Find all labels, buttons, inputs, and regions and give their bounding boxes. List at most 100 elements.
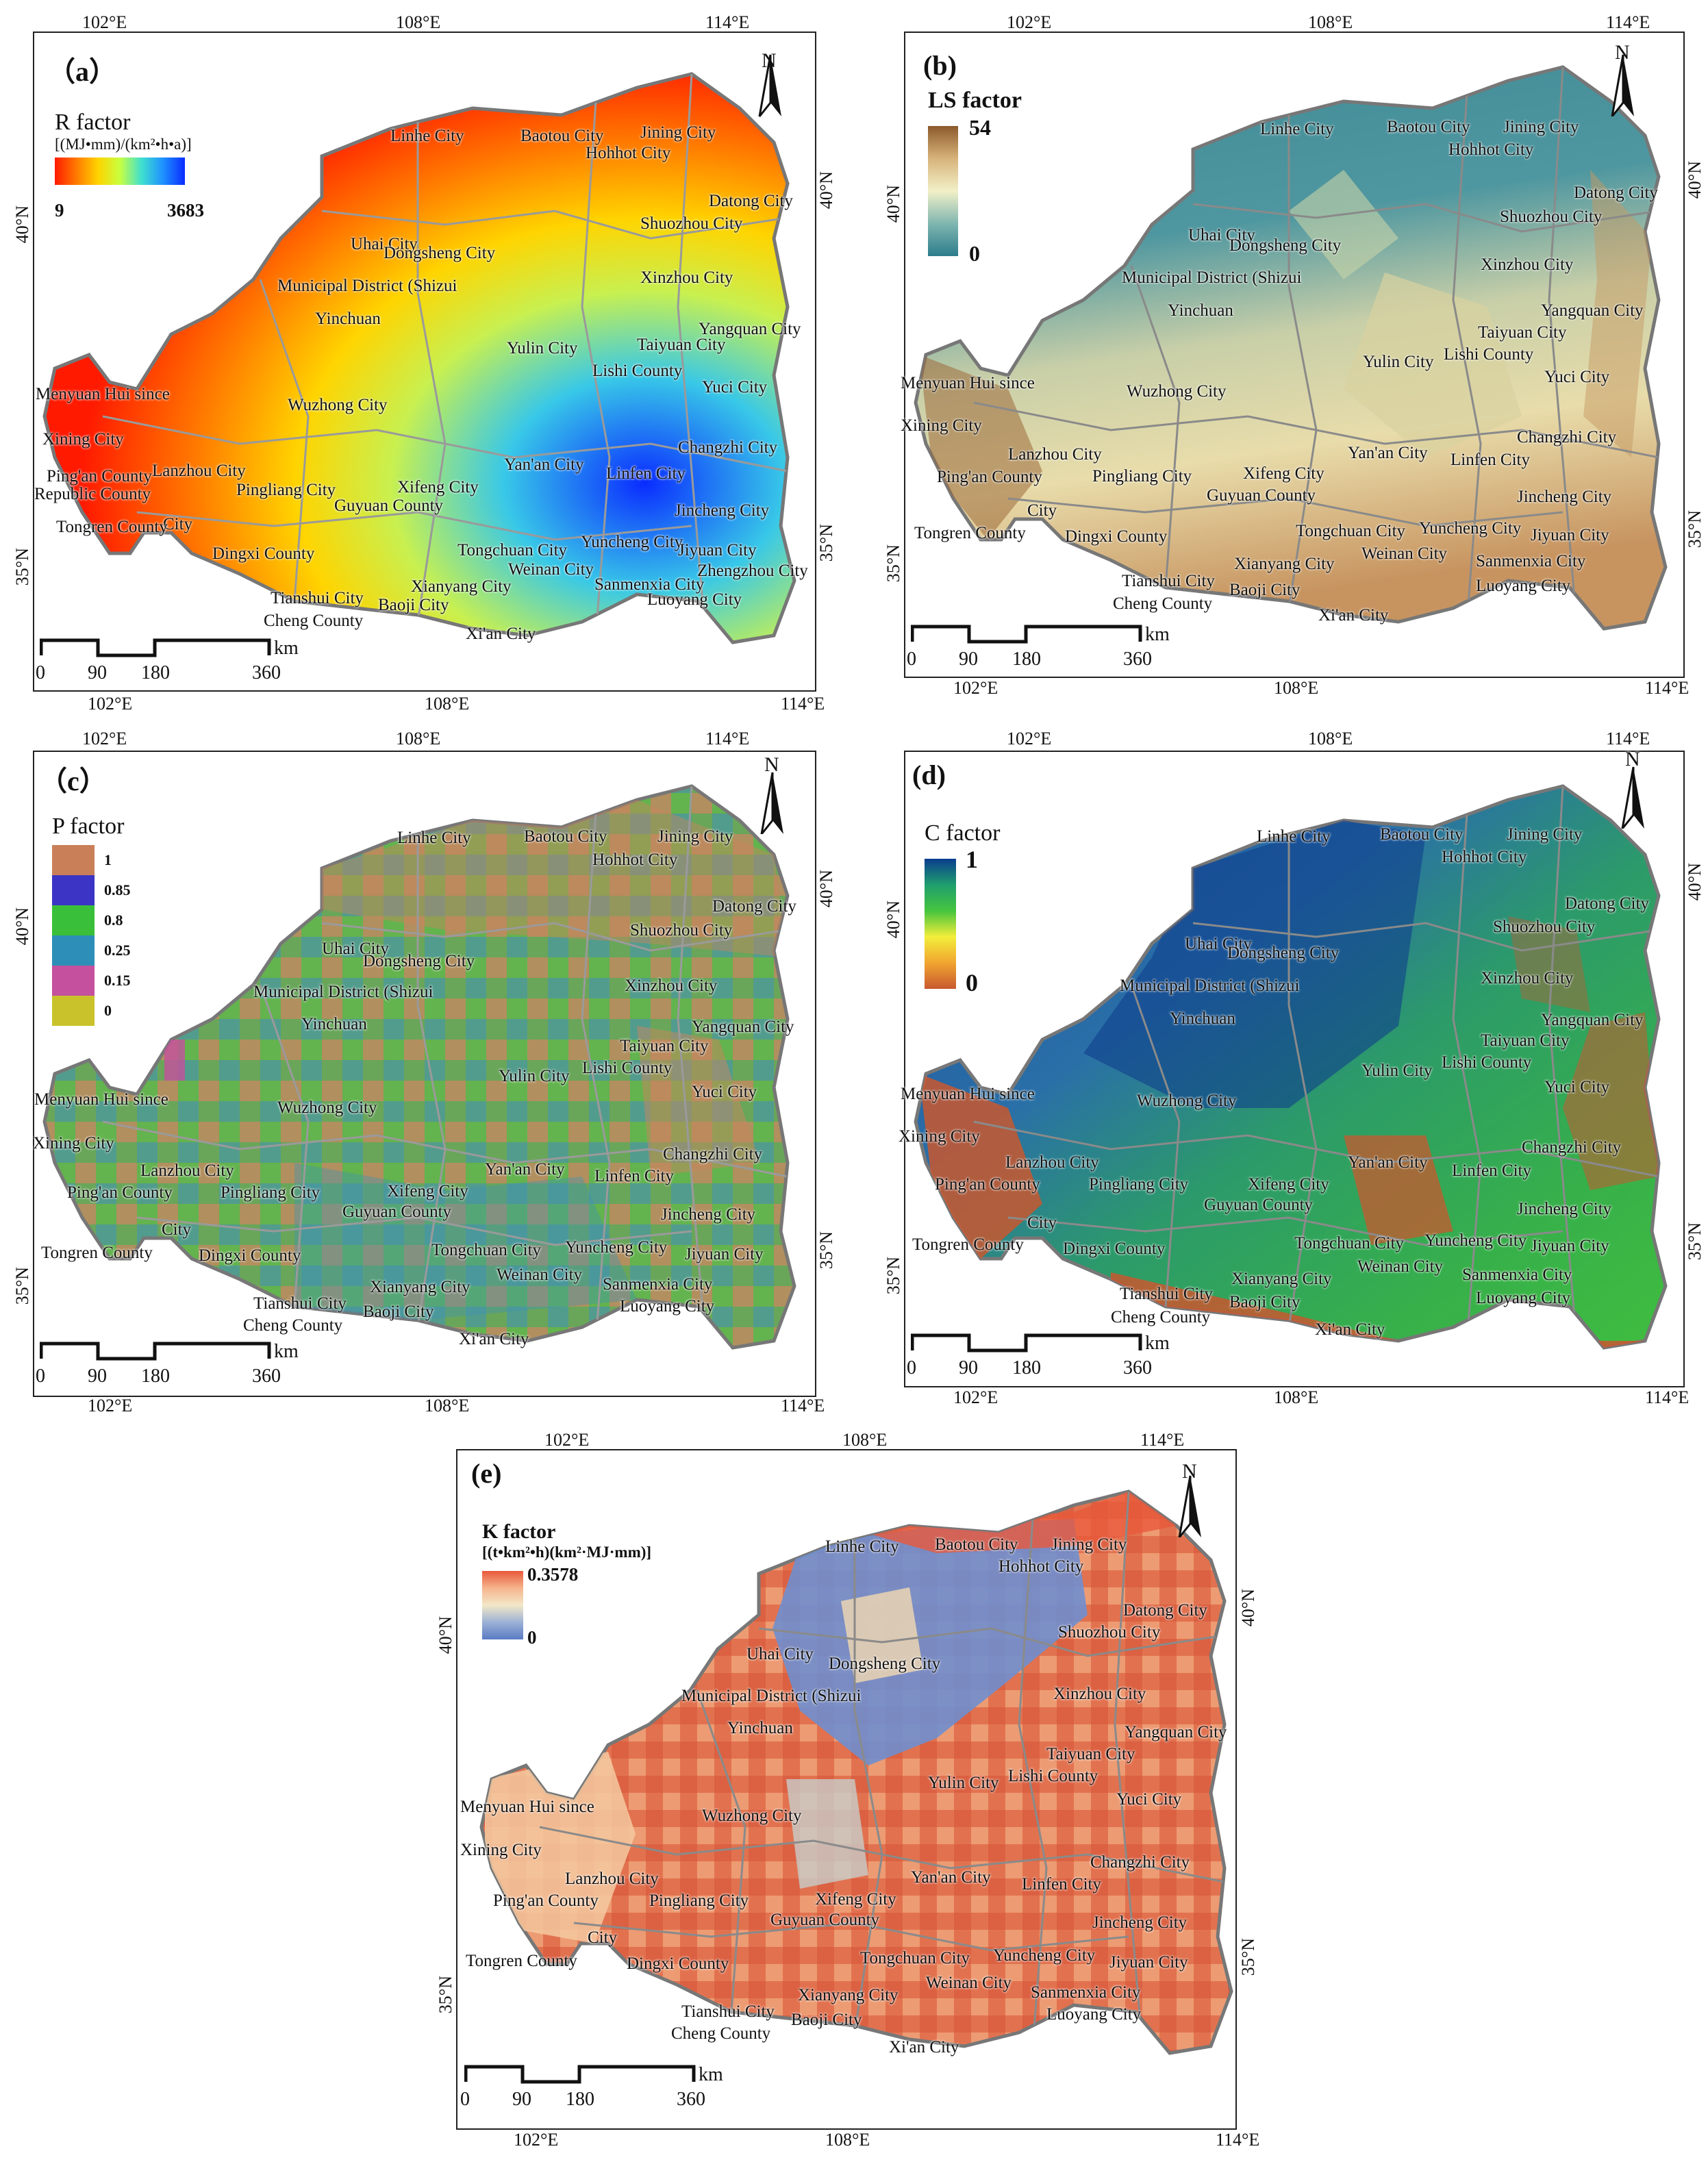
legend-unit: [(MJ•mm)/(km²•h•a)]	[55, 136, 192, 153]
city-label: Hohhot City	[592, 851, 678, 869]
north-arrow-icon	[1190, 1476, 1201, 1537]
city-label: Hohhot City	[1442, 848, 1527, 866]
lat-tick-left: 40°N	[12, 907, 32, 946]
scale-label: 180	[141, 1366, 170, 1387]
city-label: Yinchuan	[301, 1015, 367, 1033]
city-label: Menyuan Hui since	[36, 385, 170, 403]
city-label: Dongsheng City	[1227, 944, 1340, 962]
lon-tick-top: 108°E	[396, 12, 441, 32]
city-label: Dongsheng City	[829, 1655, 941, 1673]
city-label: Sanmenxia City	[1031, 1983, 1141, 2002]
city-label: Municipal District (Shizui	[1122, 268, 1302, 287]
city-label: Changzhi City	[1517, 428, 1617, 446]
panel-a: 102°E 108°E 114°E 102°E 108°E 114°E 40°N…	[0, 0, 849, 726]
city-label: Changzhi City	[678, 438, 778, 457]
scale-label: 180	[141, 662, 170, 683]
scale-label: 180	[1012, 649, 1041, 670]
lat-tick-left: 35°N	[883, 1257, 903, 1295]
city-label: Luoyang City	[1046, 2005, 1142, 2024]
city-label: Luoyang City	[1476, 1289, 1571, 1307]
lon-tick-bottom: 114°E	[1216, 2130, 1260, 2150]
city-label: Baoji City	[378, 596, 449, 614]
lon-tick-top: 102°E	[82, 12, 127, 32]
legend-item: 0.85	[52, 875, 175, 905]
scale-label: 0	[907, 1357, 916, 1379]
legend-title: P factor	[52, 814, 125, 839]
scale-bar-graphic	[39, 638, 271, 657]
legend-ramp	[482, 1571, 523, 1639]
city-label: Xinzhou City	[640, 268, 733, 287]
legend-swatch	[52, 996, 95, 1026]
scale-label: 360	[1123, 649, 1152, 670]
north-arrow-icon	[1623, 55, 1634, 116]
city-label: Xinzhou City	[1481, 969, 1574, 987]
city-label: Tianshui City	[1120, 1285, 1213, 1303]
lon-tick-bottom: 114°E	[1645, 1387, 1690, 1407]
legend-item-label: 0.8	[104, 911, 123, 929]
city-label: Changzhi City	[1522, 1138, 1622, 1157]
lon-tick-top: 114°E	[705, 729, 750, 748]
scale-bar: km 0 90 180 360	[907, 1329, 1171, 1383]
city-label: Jiyuan City	[1109, 1953, 1188, 1972]
legend-item: 0	[52, 996, 175, 1026]
city-label: Baoji City	[1229, 1293, 1301, 1311]
city-label: Xifeng City	[1248, 1175, 1329, 1194]
city-label: Guyuan County	[334, 496, 444, 515]
lat-tick-right: 35°N	[816, 1231, 836, 1270]
city-label: Linfen City	[1022, 1875, 1101, 1894]
map-frame-d	[904, 751, 1685, 1387]
city-label: Xianyang City	[1234, 555, 1335, 573]
city-label: Pingliang City	[1089, 1175, 1189, 1194]
city-label: Pingliang City	[236, 481, 336, 499]
city-label: Tongren County	[466, 1952, 577, 1970]
city-label: Baotou City	[1387, 118, 1470, 136]
legend-e: K factor [(t•km²•h)(km²·MJ·mm)] 0.3578 0	[482, 1520, 742, 1698]
map-frame-c	[33, 751, 816, 1397]
lon-tick-bottom: 114°E	[781, 694, 825, 714]
city-label: Lishi County	[1444, 345, 1534, 364]
legend-title: C factor	[925, 820, 1001, 846]
city-label: Yulin City	[928, 1774, 999, 1792]
scale-label: 360	[677, 2089, 705, 2110]
city-label: Linfen City	[1452, 1161, 1531, 1180]
city-label: Pingliang City	[221, 1183, 321, 1202]
city-label: Yulin City	[1361, 1061, 1433, 1080]
panel-d: 102°E 108°E 114°E 102°E 108°E 114°E 40°N…	[856, 726, 1708, 1431]
legend-d: C factor 1 0	[925, 820, 1062, 998]
panel-e: 102°E 108°E 114°E 102°E 108°E 114°E 40°N…	[425, 1418, 1288, 2164]
city-label: Ping'an County	[47, 467, 152, 486]
city-label: Xining City	[42, 430, 124, 449]
city-label: Lanzhou City	[565, 1870, 659, 1888]
city-label: Weinan City	[1357, 1257, 1444, 1276]
lon-tick-top: 102°E	[544, 1430, 590, 1450]
lon-tick-bottom: 102°E	[88, 694, 133, 714]
legend-max: 0.3578	[527, 1564, 579, 1585]
lat-tick-left: 35°N	[12, 548, 32, 586]
city-label: Luoyang City	[620, 1297, 715, 1316]
city-label: Yuncheng City	[1424, 1231, 1527, 1250]
city-label: Datong City	[1565, 894, 1649, 913]
city-label: Uhai City	[746, 1645, 814, 1663]
lon-tick-top: 108°E	[842, 1430, 888, 1450]
city-label: Yan'an City	[911, 1868, 991, 1887]
north-arrow-icon	[770, 55, 781, 116]
city-label: Wuzhong City	[277, 1098, 377, 1117]
city-label: Lishi County	[1008, 1767, 1098, 1785]
legend-min: 0	[966, 969, 978, 996]
city-label: Xi'an City	[459, 1330, 529, 1348]
city-label: Hohhot City	[1448, 140, 1534, 159]
city-label: Yangquan City	[1125, 1723, 1227, 1741]
city-label: Jining City	[657, 827, 733, 846]
city-label: Xining City	[460, 1841, 542, 1859]
city-label: Linhe City	[397, 829, 471, 847]
lon-tick-bottom: 102°E	[514, 2130, 559, 2150]
city-label: Changzhi City	[1090, 1853, 1190, 1872]
lon-tick-bottom: 108°E	[425, 694, 470, 714]
lat-tick-right: 35°N	[1685, 1222, 1705, 1261]
city-label: Pingliang City	[649, 1891, 749, 1910]
city-label: Yuci City	[692, 1083, 757, 1101]
map-b	[905, 33, 1683, 677]
legend-item: 0.25	[52, 935, 175, 966]
lon-tick-top: 114°E	[705, 12, 750, 32]
city-label: Lishi County	[582, 1059, 673, 1077]
